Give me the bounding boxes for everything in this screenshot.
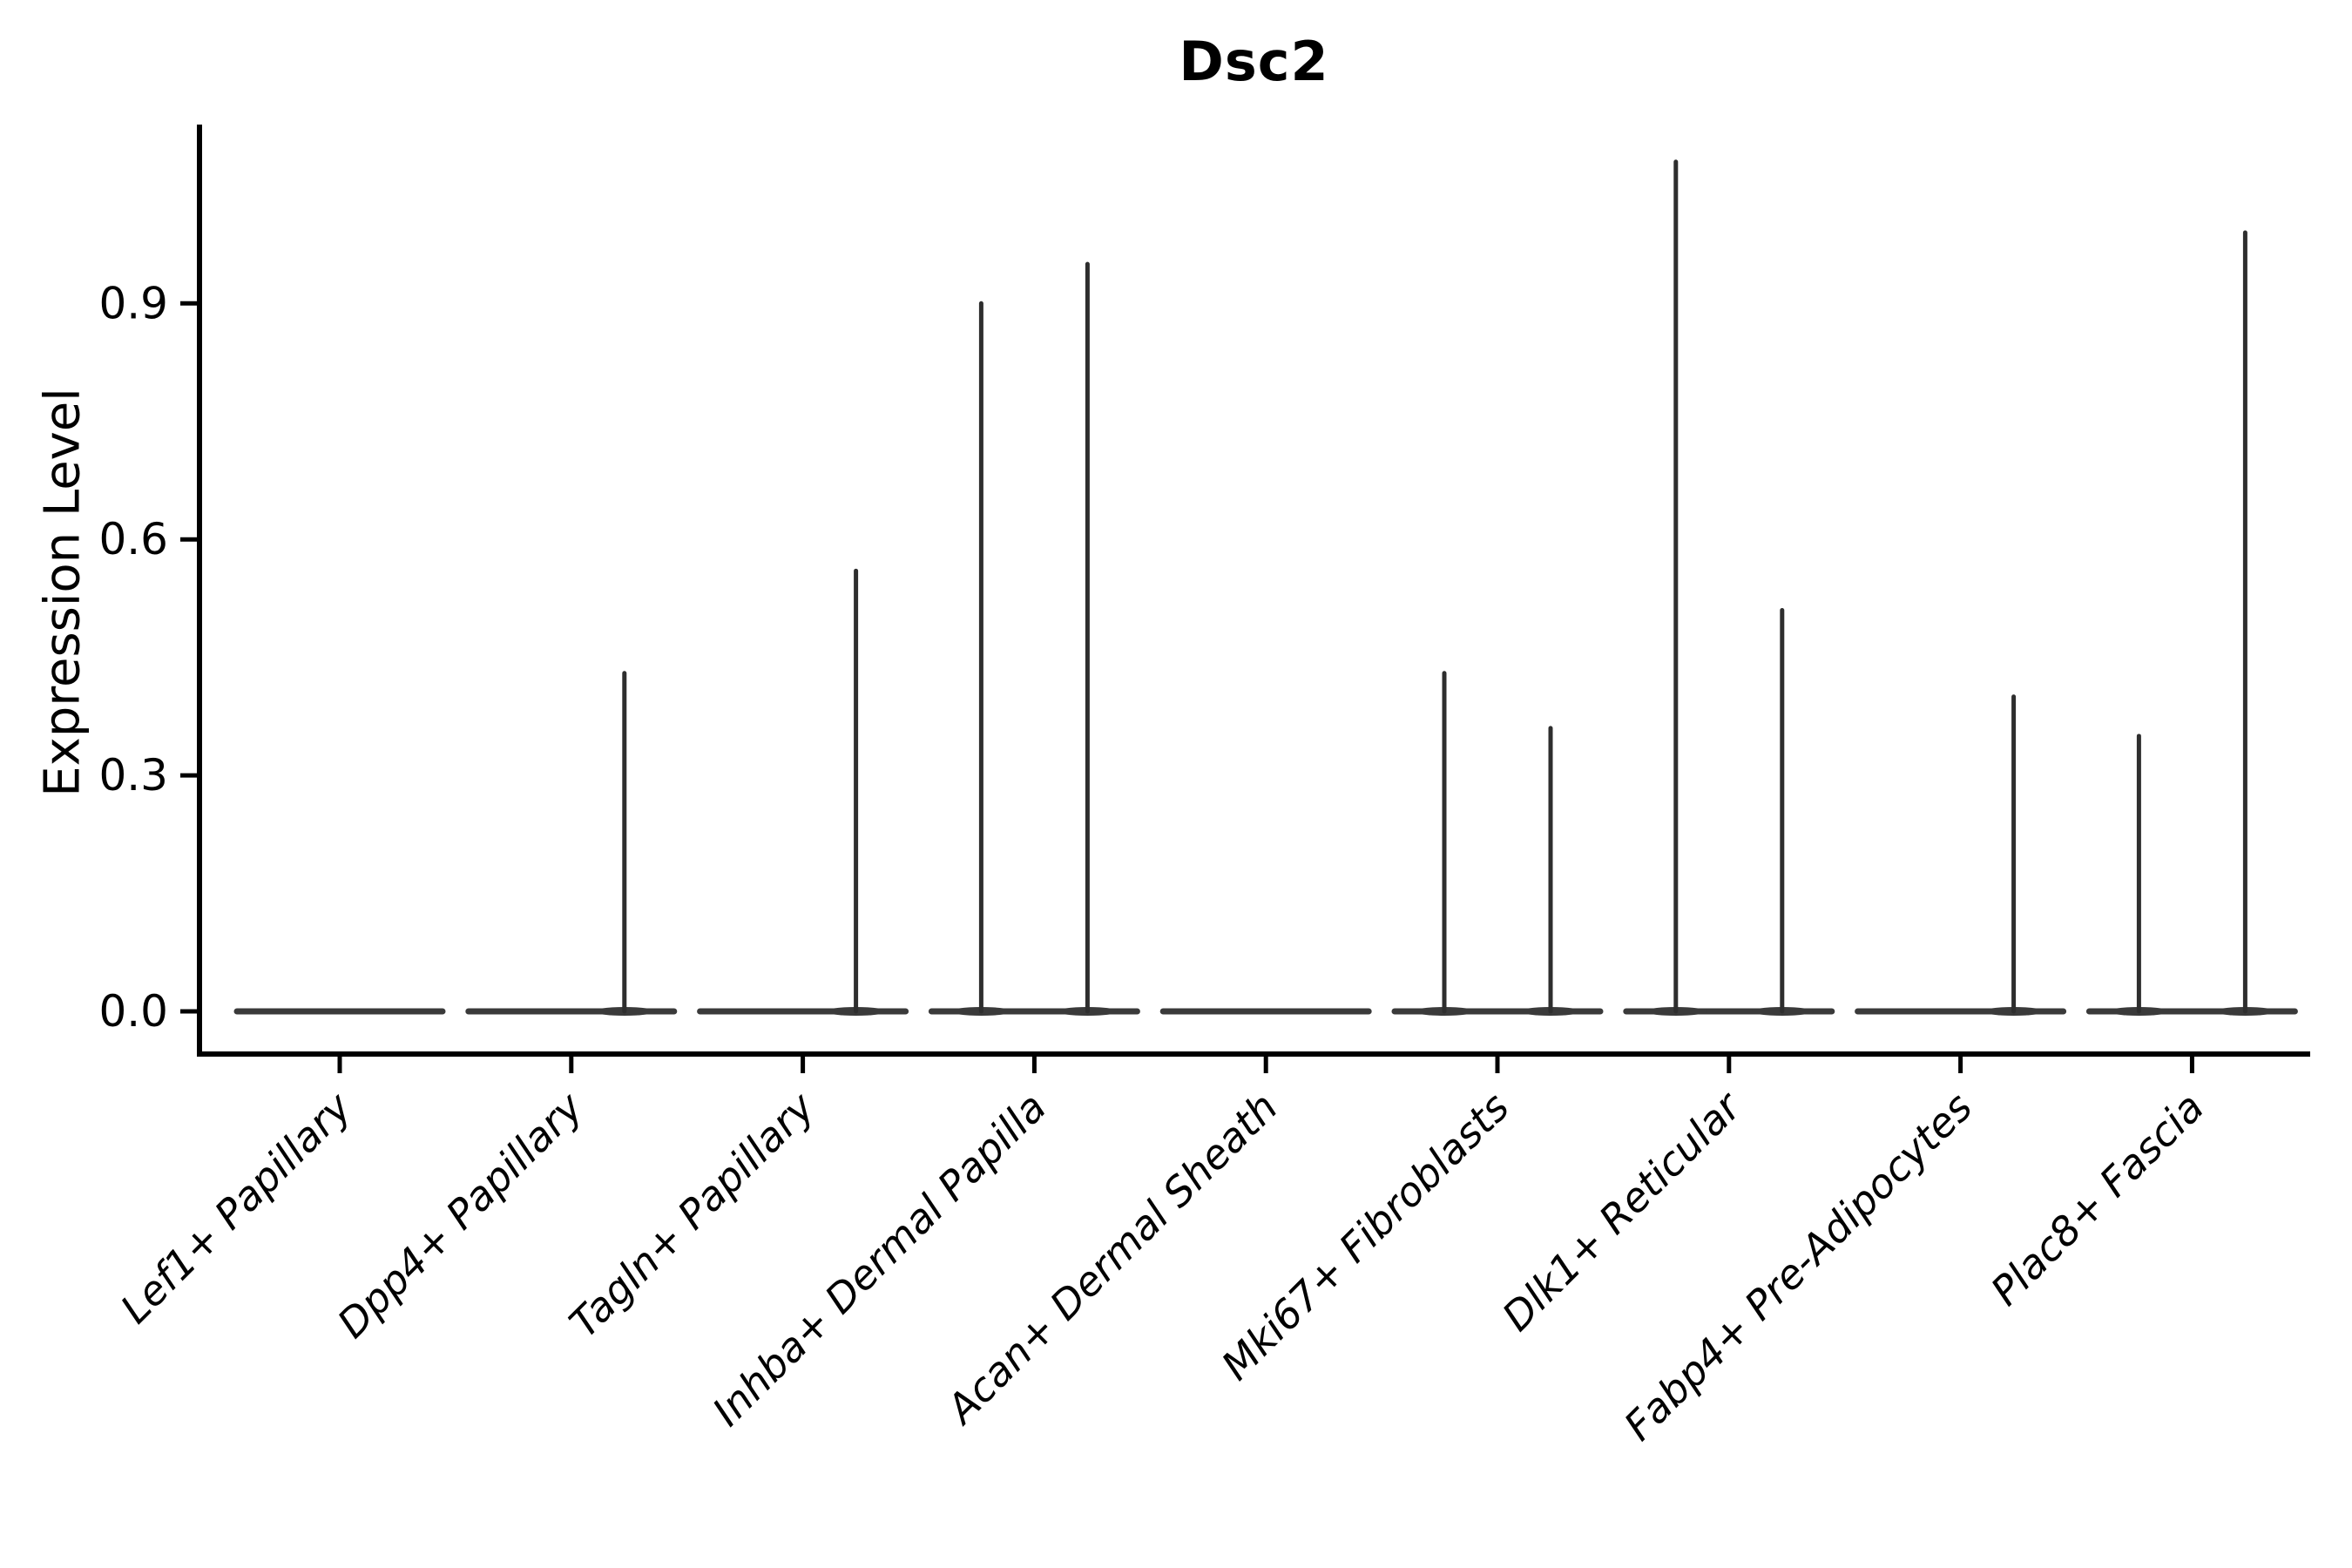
x-tick-label: Dpp4+ Papillary bbox=[328, 1083, 592, 1347]
y-tick-label: 0.0 bbox=[98, 986, 168, 1037]
y-tick-label: 0.9 bbox=[98, 278, 168, 328]
x-tick-label: Lef1+ Papillary bbox=[112, 1083, 361, 1332]
y-tick-label: 0.6 bbox=[98, 514, 168, 564]
chart-title: Dsc2 bbox=[1179, 30, 1329, 93]
x-tick-label: Tagln+ Papillary bbox=[560, 1083, 824, 1347]
x-tick-label: Plac8+ Fascia bbox=[1982, 1084, 2213, 1315]
y-tick-label: 0.3 bbox=[98, 750, 168, 801]
x-tick-label: Dlk1+ Reticular bbox=[1493, 1081, 1752, 1340]
